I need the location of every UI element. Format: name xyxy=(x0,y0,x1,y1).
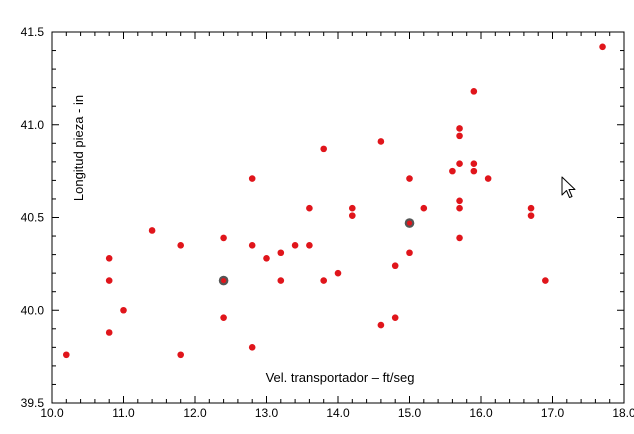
y-axis-ticks: 39.5 40.0 40.5 41.0 41.5 xyxy=(21,25,624,410)
data-point xyxy=(391,314,399,321)
data-point xyxy=(334,269,342,277)
data-point xyxy=(320,277,328,284)
data-point xyxy=(177,351,184,359)
y-tick-label: 40.0 xyxy=(21,303,45,317)
data-point xyxy=(456,125,463,132)
data-point xyxy=(349,212,356,219)
data-point xyxy=(105,329,113,336)
data-point xyxy=(377,321,385,329)
data-point xyxy=(599,43,606,51)
highlighted-data-point xyxy=(406,220,413,226)
data-point xyxy=(391,262,399,270)
data-point xyxy=(277,277,285,284)
x-tick-label: 17.0 xyxy=(541,406,565,420)
data-point xyxy=(248,175,256,182)
data-point xyxy=(456,234,463,242)
x-tick-label: 13.0 xyxy=(255,406,279,420)
data-point xyxy=(456,160,463,168)
data-points xyxy=(63,43,606,359)
mouse-cursor-icon xyxy=(561,176,576,198)
data-point xyxy=(306,204,313,212)
data-point xyxy=(120,306,127,314)
x-tick-label: 14.0 xyxy=(326,406,350,420)
data-point xyxy=(148,227,156,234)
x-tick-label: 15.0 xyxy=(398,406,422,420)
data-point xyxy=(470,167,478,175)
y-tick-label: 41.5 xyxy=(21,25,45,39)
x-axis-ticks: 10.0 11.0 12.0 13.0 14.0 15.0 16.0 17.0 18.0 xyxy=(40,32,634,420)
data-point xyxy=(470,160,478,168)
data-point xyxy=(220,314,227,321)
data-point xyxy=(456,197,463,205)
data-point xyxy=(177,242,184,249)
data-point xyxy=(377,138,385,145)
x-tick-label: 10.0 xyxy=(40,406,64,420)
data-point xyxy=(105,277,113,284)
data-point xyxy=(248,242,256,249)
data-point xyxy=(349,204,356,212)
data-point xyxy=(470,88,478,95)
data-point xyxy=(527,212,535,219)
data-point xyxy=(406,175,413,182)
data-point xyxy=(456,204,463,212)
x-axis-title: Vel. transportador – ft/seg xyxy=(266,370,415,385)
data-point xyxy=(484,175,492,182)
y-tick-label: 40.5 xyxy=(21,211,45,225)
highlighted-data-point xyxy=(221,277,227,284)
x-tick-label: 11.0 xyxy=(112,406,135,420)
data-point xyxy=(220,234,227,242)
data-point xyxy=(542,277,549,284)
data-point xyxy=(63,351,70,359)
data-point xyxy=(420,204,428,212)
data-point xyxy=(277,249,285,257)
y-tick-label: 39.5 xyxy=(21,396,45,410)
data-point xyxy=(320,145,328,153)
data-point xyxy=(456,132,463,140)
y-tick-label: 41.0 xyxy=(21,118,45,132)
x-tick-label: 16.0 xyxy=(469,406,493,420)
data-point xyxy=(263,255,270,262)
data-point xyxy=(291,242,299,249)
x-tick-label: 18.0 xyxy=(612,406,634,420)
y-axis-title: Longitud pieza - in xyxy=(71,95,86,201)
plot-area-frame xyxy=(51,31,625,404)
data-point xyxy=(406,249,413,257)
data-point xyxy=(105,255,113,262)
data-point xyxy=(527,204,535,212)
data-point xyxy=(449,167,456,175)
x-tick-label: 12.0 xyxy=(183,406,207,420)
data-point xyxy=(248,344,256,351)
data-point xyxy=(306,242,313,249)
